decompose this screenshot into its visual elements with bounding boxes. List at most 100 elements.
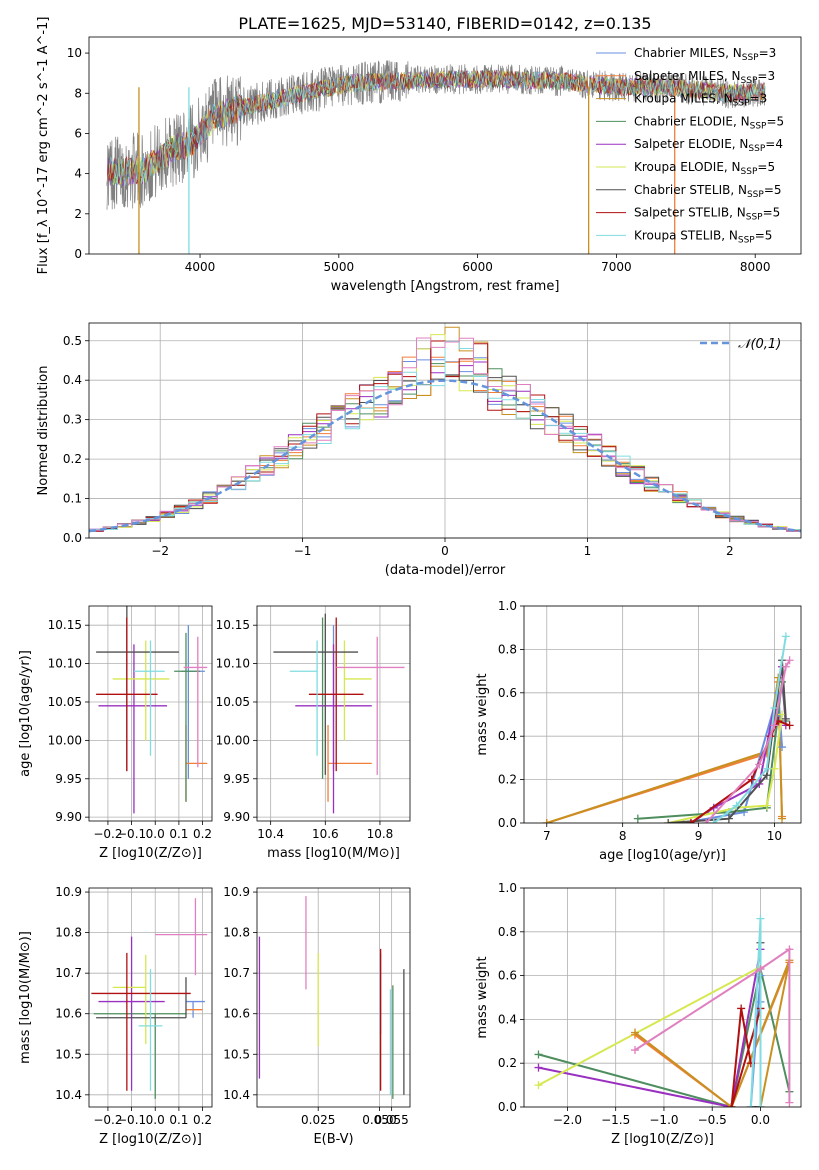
legend-entry-label: Chabrier STELIB, NSSP=5 bbox=[634, 183, 782, 200]
plot-area bbox=[106, 60, 766, 254]
x-tick-label: 6000 bbox=[462, 260, 493, 274]
y-tick-label: 0.2 bbox=[498, 773, 517, 787]
x-tick-label: 8 bbox=[619, 829, 627, 843]
legend-subscript: SSP bbox=[741, 167, 758, 177]
y-axis-label: mass weight bbox=[475, 673, 490, 755]
y-tick-label: 10.05 bbox=[216, 695, 250, 709]
mass-weight-marker bbox=[534, 1081, 543, 1090]
x-tick-label: 10 bbox=[767, 829, 782, 843]
plot-area bbox=[96, 606, 208, 814]
x-tick-label: −2 bbox=[151, 544, 169, 558]
legend-nssp-value: =5 bbox=[757, 160, 775, 174]
grid-lines bbox=[257, 888, 410, 1107]
x-axis-label: mass [log10(M/M⊙)] bbox=[267, 846, 400, 861]
mass-weight-marker bbox=[534, 1050, 543, 1059]
legend-nssp-value: =4 bbox=[765, 137, 783, 151]
y-tick-label: 9.90 bbox=[55, 810, 82, 824]
mass-weight-marker bbox=[781, 662, 790, 671]
mass-weight-marker bbox=[534, 1063, 543, 1072]
y-tick-label: 10.00 bbox=[216, 733, 250, 747]
x-tick-label: 9 bbox=[695, 829, 703, 843]
y-axis-label: Normed distribution bbox=[36, 366, 51, 496]
plot-area bbox=[91, 898, 208, 1099]
x-axis-label: Z [log10(Z/Z⊙)] bbox=[611, 1132, 714, 1147]
y-tick-label: 8 bbox=[74, 86, 82, 100]
legend-subscript: SSP bbox=[733, 99, 750, 109]
mass-weight-marker bbox=[781, 714, 790, 723]
mass-weight-marker bbox=[737, 1004, 746, 1013]
y-tick-label: 10.7 bbox=[55, 966, 82, 980]
mass-weight-line bbox=[683, 692, 783, 823]
mass-weight-marker bbox=[762, 801, 771, 810]
grid-lines bbox=[89, 606, 212, 821]
x-axis-label: wavelength [Angstrom, rest frame] bbox=[331, 279, 560, 294]
x-axis-label: Z [log10(Z/Z⊙)] bbox=[99, 846, 202, 861]
y-tick-label: 10.9 bbox=[55, 885, 82, 899]
y-tick-label: 0.5 bbox=[63, 334, 82, 348]
mass-weight-vs-metallicity-panel: −2.0 −1.5 −1.0 −0.5 0.0 0.0 0.2 0.4 0.6 0.8 1.0 Z [… bbox=[475, 881, 802, 1147]
mass-weight-marker bbox=[664, 819, 673, 823]
legend-entry-label: Chabrier ELODIE, NSSP=5 bbox=[634, 114, 784, 131]
legend-subscript: SSP bbox=[741, 76, 758, 86]
y-tick-label: 10.8 bbox=[55, 926, 82, 940]
legend-nssp-value: =5 bbox=[764, 183, 782, 197]
mass-weight-marker bbox=[630, 1028, 639, 1037]
legend-subscript: SSP bbox=[747, 190, 764, 200]
x-tick-label: 0.2 bbox=[193, 1113, 212, 1127]
mass-weight-marker bbox=[756, 1103, 765, 1107]
y-tick-label: 0.4 bbox=[498, 1012, 517, 1026]
mass-weight-marker bbox=[630, 1046, 639, 1055]
mass-weight-marker bbox=[702, 819, 711, 823]
mass-weight-marker bbox=[633, 814, 642, 823]
legend-entry-label: Chabrier MILES, NSSP=3 bbox=[634, 46, 776, 63]
mass-weight-marker bbox=[785, 945, 794, 954]
x-tick-label: −0.5 bbox=[698, 1113, 727, 1127]
y-tick-label: 10.7 bbox=[223, 966, 250, 980]
y-tick-label: 0.8 bbox=[498, 642, 517, 656]
axes-frame bbox=[256, 605, 411, 822]
y-tick-label: 0.4 bbox=[63, 373, 82, 387]
x-tick-label: 0.1 bbox=[169, 827, 188, 841]
mass-weight-marker bbox=[770, 721, 779, 730]
x-axis-label: E(B-V) bbox=[313, 1132, 353, 1147]
y-tick-label: 9.90 bbox=[223, 810, 250, 824]
x-tick-label: 10.6 bbox=[312, 827, 339, 841]
x-tick-label: 0.050 bbox=[362, 1113, 396, 1127]
legend-subscript: SSP bbox=[748, 144, 765, 154]
axes-frame bbox=[88, 605, 213, 822]
legend-entry-label: Salpeter STELIB, NSSP=5 bbox=[634, 206, 780, 223]
legend-nssp-value: =5 bbox=[755, 228, 773, 242]
mass-weight-marker bbox=[770, 764, 779, 773]
plot-area bbox=[89, 326, 801, 534]
mass-weight-marker bbox=[785, 1098, 794, 1107]
legend-subscript: SSP bbox=[738, 235, 755, 245]
y-tick-label: 10.6 bbox=[223, 1007, 250, 1021]
x-tick-label: 0.2 bbox=[193, 827, 212, 841]
mass-weight-marker bbox=[781, 632, 790, 641]
y-tick-label: 4 bbox=[74, 167, 82, 181]
y-axis-label: Flux [f_λ 10^-17 erg cm^-2 s^-1 A^-1] bbox=[36, 17, 51, 275]
mass-weight-marker bbox=[755, 760, 764, 769]
x-tick-label: 4000 bbox=[185, 260, 216, 274]
x-tick-label: −1.5 bbox=[601, 1113, 630, 1127]
y-tick-label: 1.0 bbox=[498, 599, 517, 613]
legend-subscript: SSP bbox=[742, 53, 759, 63]
mass-weight-marker bbox=[785, 656, 794, 665]
x-tick-label: 10.4 bbox=[257, 827, 284, 841]
legend-entry-label: Kroupa ELODIE, NSSP=5 bbox=[634, 160, 775, 177]
mass-weight-marker bbox=[686, 819, 695, 823]
plot-area bbox=[258, 896, 405, 1099]
x-tick-label: 5000 bbox=[324, 260, 355, 274]
mass-weight-marker bbox=[747, 775, 756, 784]
normal-distribution-curve bbox=[89, 379, 801, 533]
legend-nssp-value: =5 bbox=[763, 206, 781, 220]
x-tick-label: −1.0 bbox=[649, 1113, 678, 1127]
legend-entry-label: Salpeter ELODIE, NSSP=4 bbox=[634, 137, 783, 154]
x-tick-label: 7 bbox=[543, 829, 551, 843]
y-axis-label: mass weight bbox=[475, 956, 490, 1038]
axes-frame bbox=[523, 887, 802, 1108]
age-vs-mass-panel: 10.4 10.6 10.8 9.90 9.95 10.00 10.05 10.10 10.15… bbox=[216, 605, 411, 861]
x-axis-label: age [log10(age/yr)] bbox=[599, 848, 726, 863]
y-tick-label: 0.6 bbox=[498, 969, 517, 983]
